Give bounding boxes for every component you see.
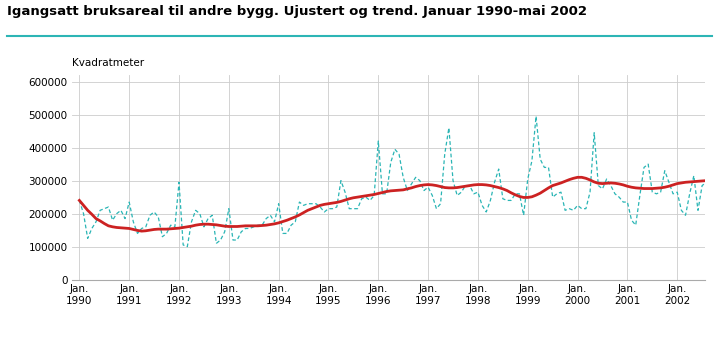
Bruksareal andre bygg, ujustert [158, 235, 167, 239]
Bruksareal andre bygg, trend [357, 194, 366, 198]
Bruksareal andre bygg, ujustert [607, 183, 615, 188]
Bruksareal andre bygg, trend [607, 181, 615, 185]
Text: Igangsatt bruksareal til andre bygg. Ujustert og trend. Januar 1990-mai 2002: Igangsatt bruksareal til andre bygg. Uju… [7, 5, 587, 18]
Bruksareal andre bygg, trend [685, 180, 694, 184]
Bruksareal andre bygg, ujustert [116, 208, 125, 212]
Bruksareal andre bygg, ujustert [685, 192, 694, 196]
Bruksareal andre bygg, ujustert [532, 114, 541, 118]
Line: Bruksareal andre bygg, ujustert: Bruksareal andre bygg, ujustert [79, 116, 710, 247]
Bruksareal andre bygg, ujustert [183, 244, 192, 249]
Bruksareal andre bygg, trend [116, 226, 125, 230]
Bruksareal andre bygg, trend [523, 195, 532, 199]
Bruksareal andre bygg, ujustert [357, 197, 366, 201]
Text: Kvadratmeter: Kvadratmeter [72, 58, 144, 68]
Bruksareal andre bygg, trend [162, 227, 171, 231]
Bruksareal andre bygg, ujustert [523, 177, 532, 181]
Bruksareal andre bygg, ujustert [75, 198, 83, 203]
Bruksareal andre bygg, ujustert [706, 210, 715, 214]
Bruksareal andre bygg, trend [137, 229, 146, 233]
Line: Bruksareal andre bygg, trend: Bruksareal andre bygg, trend [79, 177, 710, 231]
Bruksareal andre bygg, trend [75, 198, 83, 203]
Bruksareal andre bygg, trend [706, 179, 715, 183]
Bruksareal andre bygg, trend [573, 175, 582, 179]
